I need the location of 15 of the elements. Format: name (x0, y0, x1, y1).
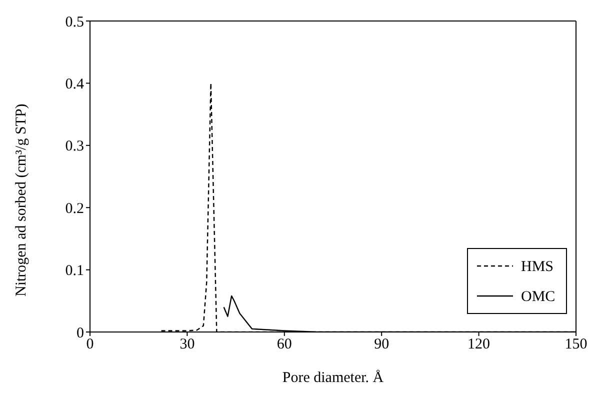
x-tick-label: 60 (276, 336, 292, 353)
legend-label: OMC (521, 289, 556, 305)
x-tick-label: 90 (374, 336, 390, 353)
y-tick-label: 0.3 (65, 138, 84, 155)
y-tick-label: 0.5 (65, 14, 84, 30)
y-tick-label: 0.4 (65, 76, 84, 93)
x-tick-label: 120 (468, 336, 490, 353)
y-tick-label: 0.2 (65, 200, 84, 217)
y-tick-label: 0.1 (65, 263, 84, 280)
x-axis-title: Pore diameter. Å (282, 369, 384, 386)
y-tick-label: 0 (76, 325, 84, 342)
x-tick-label: 150 (564, 336, 588, 353)
x-tick-label: 30 (180, 336, 195, 353)
legend-label: HMS (521, 259, 554, 275)
y-axis-title: Nitrogen ad sorbed (cm³/g STP) (13, 104, 30, 296)
